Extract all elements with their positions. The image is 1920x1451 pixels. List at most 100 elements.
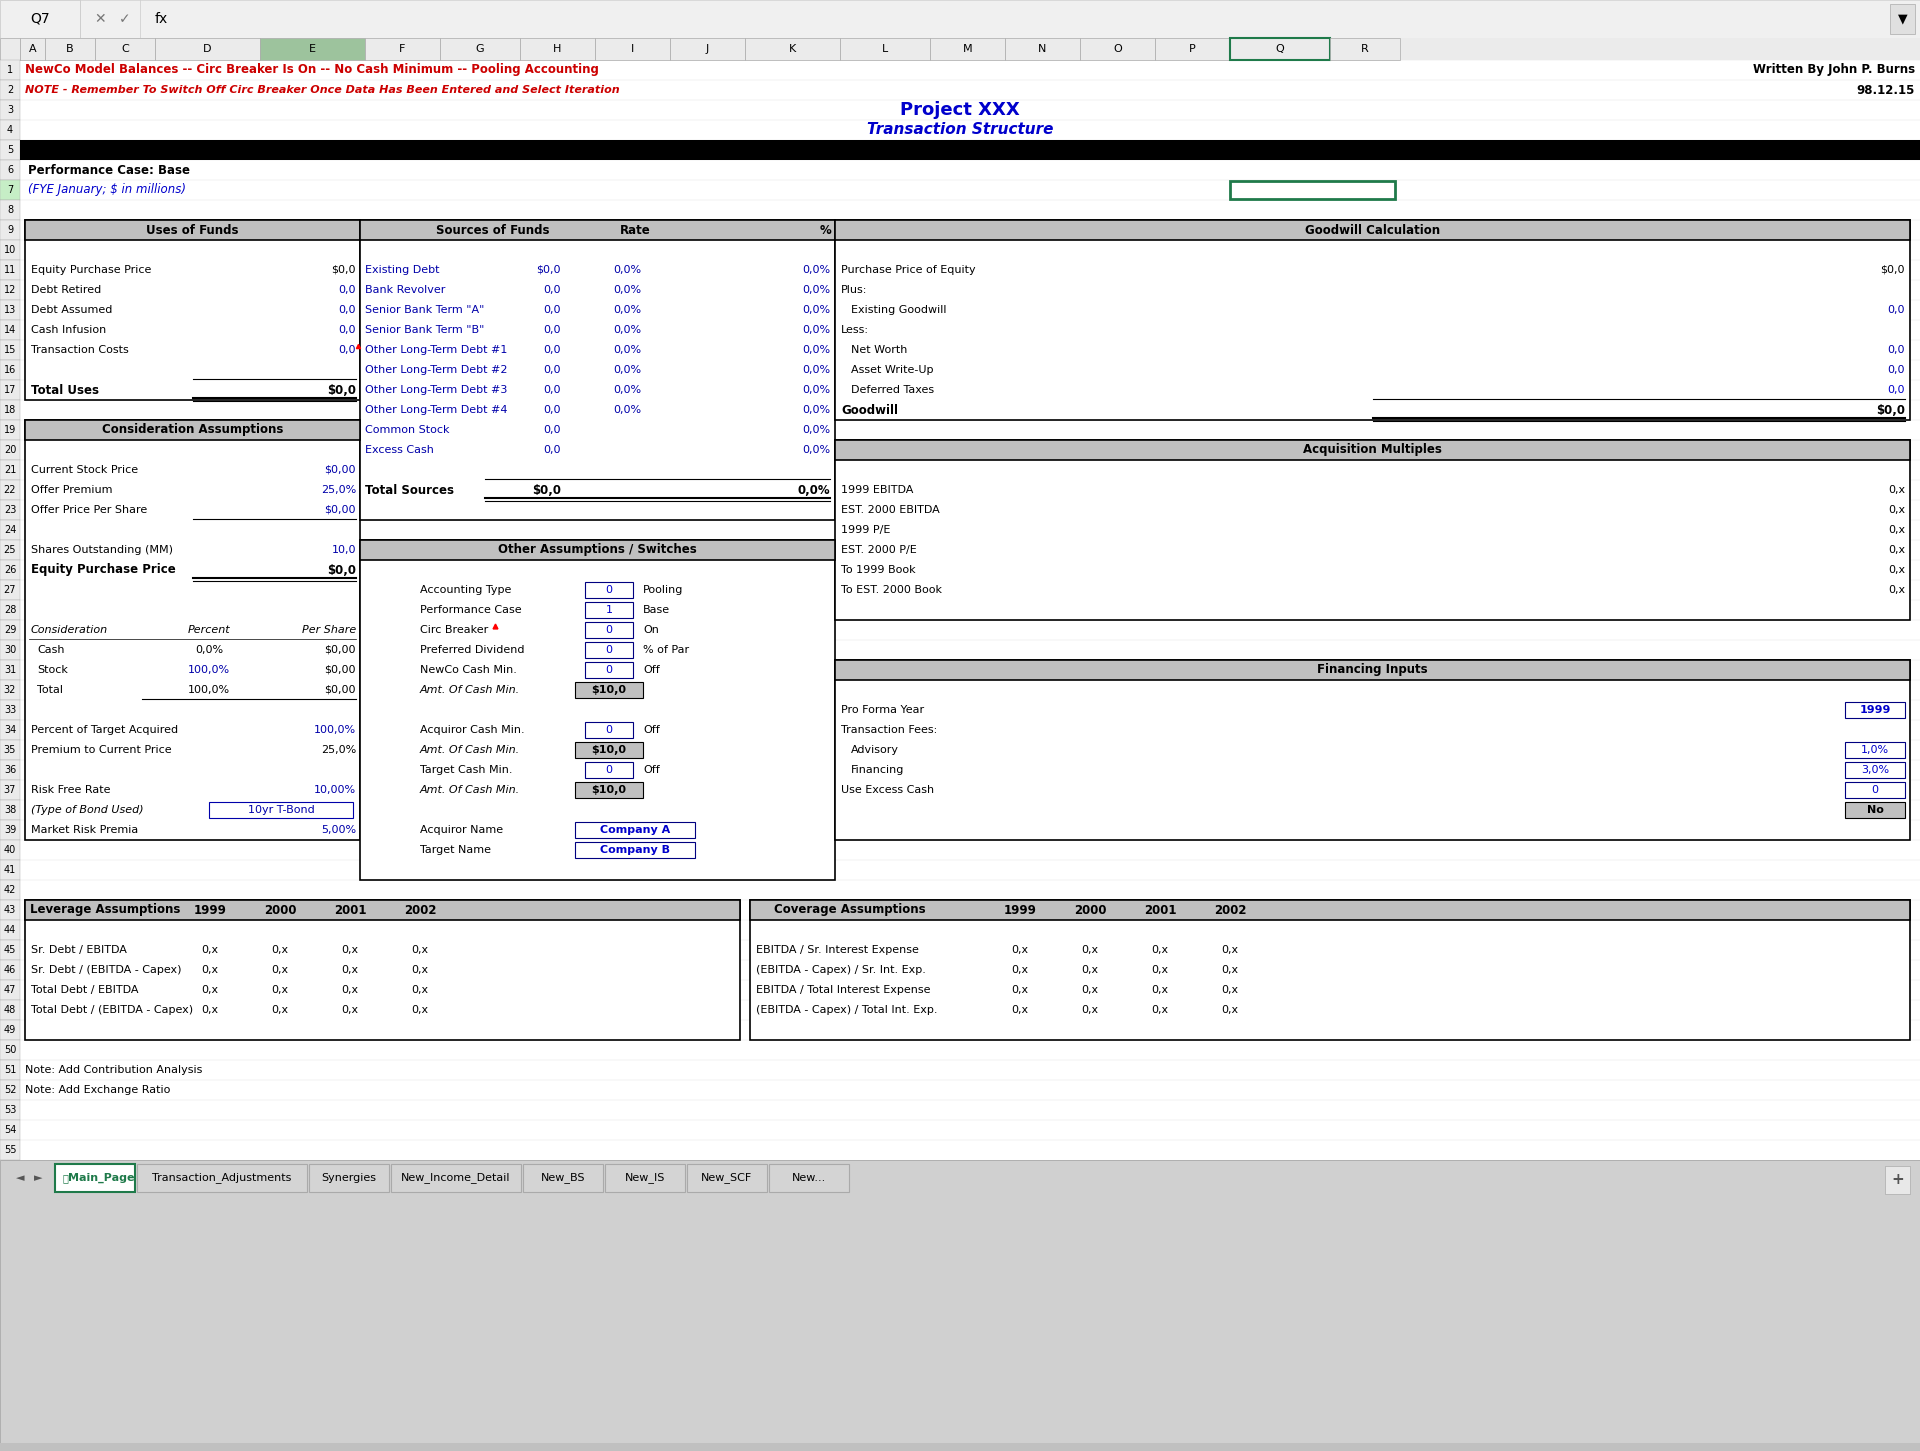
Text: 2002: 2002: [403, 904, 436, 917]
Bar: [770, 1164, 849, 1193]
Text: 0,0: 0,0: [1887, 345, 1905, 355]
Text: (EBITDA - Capex) / Total Int. Exp.: (EBITDA - Capex) / Total Int. Exp.: [756, 1006, 937, 1016]
Text: Acquiror Name: Acquiror Name: [420, 826, 503, 834]
Text: I: I: [632, 44, 634, 54]
Text: 3: 3: [8, 104, 13, 115]
Text: 33: 33: [4, 705, 15, 715]
Text: O: O: [1114, 44, 1121, 54]
Text: P: P: [1188, 44, 1196, 54]
Text: 46: 46: [4, 965, 15, 975]
Text: To EST. 2000 Book: To EST. 2000 Book: [841, 585, 943, 595]
Text: 0,0: 0,0: [338, 325, 355, 335]
Text: 54: 54: [4, 1125, 15, 1135]
Text: 2000: 2000: [263, 904, 296, 917]
Text: $0,0: $0,0: [326, 563, 355, 576]
Text: 11: 11: [4, 266, 15, 276]
Text: Pooling: Pooling: [643, 585, 684, 595]
Text: Circ Breaker: Circ Breaker: [420, 625, 488, 636]
Text: Transaction Fees:: Transaction Fees:: [841, 726, 937, 736]
Bar: [586, 723, 634, 739]
Text: R: R: [1361, 44, 1369, 54]
Text: $10,0: $10,0: [591, 744, 626, 755]
Text: $0,0: $0,0: [536, 266, 561, 276]
Text: Financing: Financing: [851, 765, 904, 775]
Text: 0,0%: 0,0%: [803, 385, 829, 395]
Text: Net Worth: Net Worth: [851, 345, 908, 355]
Bar: [0, 200, 19, 221]
Bar: [586, 582, 634, 598]
Text: 0,x: 0,x: [271, 1006, 288, 1016]
Text: 0,x: 0,x: [1012, 945, 1029, 955]
Bar: [0, 740, 19, 760]
Bar: [586, 641, 634, 657]
Text: Performance Case: Base: Performance Case: Base: [29, 164, 190, 177]
Text: Acquiror Cash Min.: Acquiror Cash Min.: [420, 726, 524, 736]
Text: H: H: [553, 44, 563, 54]
Text: New...: New...: [791, 1172, 826, 1183]
Bar: [0, 460, 19, 480]
Text: EBITDA / Total Interest Expense: EBITDA / Total Interest Expense: [756, 985, 931, 995]
Text: 0,0%: 0,0%: [196, 646, 223, 654]
Text: Total Debt / EBITDA: Total Debt / EBITDA: [31, 985, 138, 995]
Text: 0,0%: 0,0%: [612, 284, 641, 295]
Bar: [0, 180, 19, 200]
Text: Purchase Price of Equity: Purchase Price of Equity: [841, 266, 975, 276]
Bar: [156, 38, 259, 59]
Text: ◄: ◄: [15, 1172, 25, 1183]
Text: $0,00: $0,00: [324, 665, 355, 675]
Text: Consideration Assumptions: Consideration Assumptions: [102, 424, 282, 437]
Bar: [1004, 38, 1079, 59]
Text: 0: 0: [605, 726, 612, 736]
Bar: [0, 540, 19, 560]
Bar: [0, 59, 19, 80]
Text: $0,00: $0,00: [324, 646, 355, 654]
Text: Pro Forma Year: Pro Forma Year: [841, 705, 924, 715]
Text: Use Excess Cash: Use Excess Cash: [841, 785, 935, 795]
Text: 0,x: 0,x: [271, 945, 288, 955]
Text: 8: 8: [8, 205, 13, 215]
Bar: [0, 760, 19, 781]
Text: On: On: [643, 625, 659, 636]
Text: 0,0%: 0,0%: [612, 366, 641, 374]
Text: Less:: Less:: [841, 325, 870, 335]
Bar: [0, 300, 19, 321]
Bar: [0, 699, 19, 720]
Text: 0,0%: 0,0%: [803, 325, 829, 335]
Text: 49: 49: [4, 1024, 15, 1035]
Bar: [0, 221, 19, 239]
Text: ✓: ✓: [119, 12, 131, 26]
Bar: [259, 38, 365, 59]
Text: 5: 5: [8, 145, 13, 155]
Text: 0: 0: [605, 665, 612, 675]
Text: 51: 51: [4, 1065, 15, 1075]
Text: Synergies: Synergies: [321, 1172, 376, 1183]
Bar: [25, 419, 361, 840]
Text: Equity Purchase Price: Equity Purchase Price: [31, 563, 177, 576]
Text: Amt. Of Cash Min.: Amt. Of Cash Min.: [420, 685, 520, 695]
Text: 19: 19: [4, 425, 15, 435]
Bar: [0, 480, 19, 501]
Text: 0,x: 0,x: [1887, 546, 1905, 554]
Bar: [19, 139, 1920, 160]
Text: Goodwill: Goodwill: [841, 403, 899, 416]
Text: Plus:: Plus:: [841, 284, 868, 295]
Bar: [0, 580, 19, 601]
Text: 0,x: 0,x: [271, 985, 288, 995]
Bar: [0, 1040, 19, 1061]
Text: Offer Premium: Offer Premium: [31, 485, 113, 495]
Text: 0,x: 0,x: [1221, 965, 1238, 975]
Text: % of Par: % of Par: [643, 646, 689, 654]
Bar: [19, 38, 44, 59]
Bar: [0, 560, 19, 580]
Text: Per Share: Per Share: [301, 625, 355, 636]
Text: Rate: Rate: [620, 223, 651, 237]
Text: 14: 14: [4, 325, 15, 335]
Text: $0,0: $0,0: [1880, 266, 1905, 276]
Text: 0,0%: 0,0%: [803, 445, 829, 456]
Text: 44: 44: [4, 924, 15, 934]
Text: 0,x: 0,x: [1221, 1006, 1238, 1016]
Bar: [1845, 802, 1905, 818]
Text: Advisory: Advisory: [851, 744, 899, 755]
Text: %: %: [820, 223, 831, 237]
Text: Performance Case: Performance Case: [420, 605, 522, 615]
